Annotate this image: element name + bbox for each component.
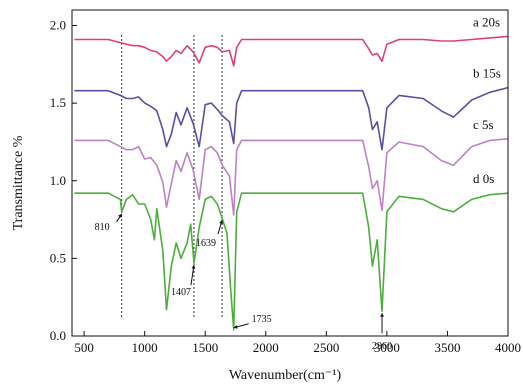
series-line	[74, 192, 509, 331]
series-line	[74, 138, 509, 216]
x-tick-label: 1000	[132, 340, 158, 355]
annotation-label: 2960	[372, 341, 392, 352]
x-tick-label: 2500	[313, 340, 339, 355]
y-tick-label: 0.5	[50, 250, 66, 265]
labels-group: a 20s b 15s c 5s d 0s 810 1407 1639 1735 2960	[95, 14, 501, 352]
series-label: c 5s	[473, 117, 494, 132]
x-tick-label: 500	[74, 340, 94, 355]
annotation-arrowhead	[118, 213, 122, 218]
annotation-arrowhead	[233, 325, 238, 329]
y-axis-title: Transmittance %	[11, 135, 26, 230]
x-axis-title: Wavenumber(cm⁻¹)	[229, 368, 342, 383]
annotation-arrowhead	[380, 313, 384, 317]
y-tick-label: 1.5	[50, 95, 66, 110]
plot-frame	[71, 9, 509, 337]
series-group	[74, 35, 509, 331]
series-label: b 15s	[473, 66, 501, 81]
reference-lines	[121, 35, 223, 318]
annotation-arrowhead	[219, 220, 223, 224]
series-label: d 0s	[473, 171, 494, 186]
x-tick-label: 3000	[374, 340, 400, 355]
annotation-label: 810	[95, 222, 110, 233]
x-tick-label: 2000	[253, 340, 279, 355]
x-tick-label: 1500	[192, 340, 218, 355]
axes-group: 500 1000 1500 2000 2500 3000 3500 4000 0.0 0.5 1.0…	[50, 9, 521, 355]
x-tick-label: 3500	[434, 340, 460, 355]
series-line	[74, 86, 509, 151]
x-tick-label: 4000	[495, 340, 521, 355]
annotation-arrowhead	[191, 265, 196, 269]
series-line	[74, 35, 509, 67]
annotation-label: 1639	[196, 238, 216, 249]
y-tick-label: 0.0	[50, 328, 66, 343]
annotation-label: 1407	[171, 287, 191, 298]
y-tick-label: 2.0	[50, 18, 66, 33]
series-label: a 20s	[473, 14, 500, 29]
annotation-label: 1735	[252, 314, 272, 325]
y-tick-label: 1.0	[50, 173, 66, 188]
